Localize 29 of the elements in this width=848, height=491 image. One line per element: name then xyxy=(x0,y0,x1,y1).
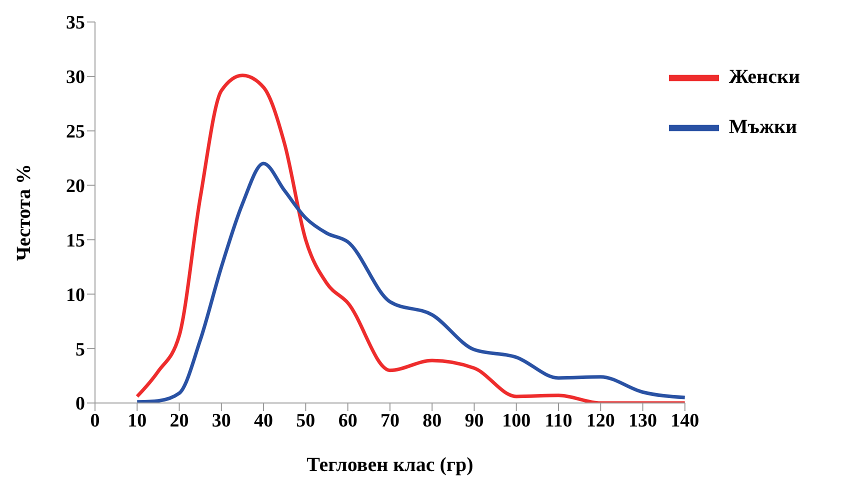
x-tick-label: 40 xyxy=(254,410,274,432)
x-tick-label: 70 xyxy=(380,410,400,432)
x-tick-label: 0 xyxy=(90,410,100,432)
x-tick-label: 20 xyxy=(170,410,189,432)
x-tick-label: 90 xyxy=(464,410,484,432)
y-tick-label: 30 xyxy=(66,67,85,88)
x-axis-title: Тегловен клас (гр) xyxy=(306,454,474,476)
x-tick-label: 120 xyxy=(586,410,615,432)
y-tick-label: 20 xyxy=(66,176,85,198)
y-tick-label: 5 xyxy=(76,339,85,360)
x-tick-label: 130 xyxy=(628,410,658,432)
x-tick-label: 60 xyxy=(338,410,358,432)
y-tick-label: 10 xyxy=(66,284,85,306)
x-tick-label: 80 xyxy=(422,410,442,432)
x-tick-label: 110 xyxy=(544,410,572,432)
y-tick-label: 0 xyxy=(76,394,85,415)
x-tick-label: 30 xyxy=(212,410,231,432)
legend-label: Женски xyxy=(728,66,800,88)
legend-label: Мъжки xyxy=(728,116,797,138)
x-tick-label: 50 xyxy=(296,410,316,432)
line-series xyxy=(135,74,685,403)
y-tick-label: 15 xyxy=(66,230,85,252)
y-tick-label: 35 xyxy=(66,12,85,34)
x-tick-label: 100 xyxy=(502,410,531,432)
y-tick-label: 25 xyxy=(66,122,85,143)
y-axis-title: Честота % xyxy=(13,164,36,262)
x-tick-label: 10 xyxy=(128,410,147,432)
line-series xyxy=(135,162,685,403)
x-tick-label: 140 xyxy=(670,410,700,432)
